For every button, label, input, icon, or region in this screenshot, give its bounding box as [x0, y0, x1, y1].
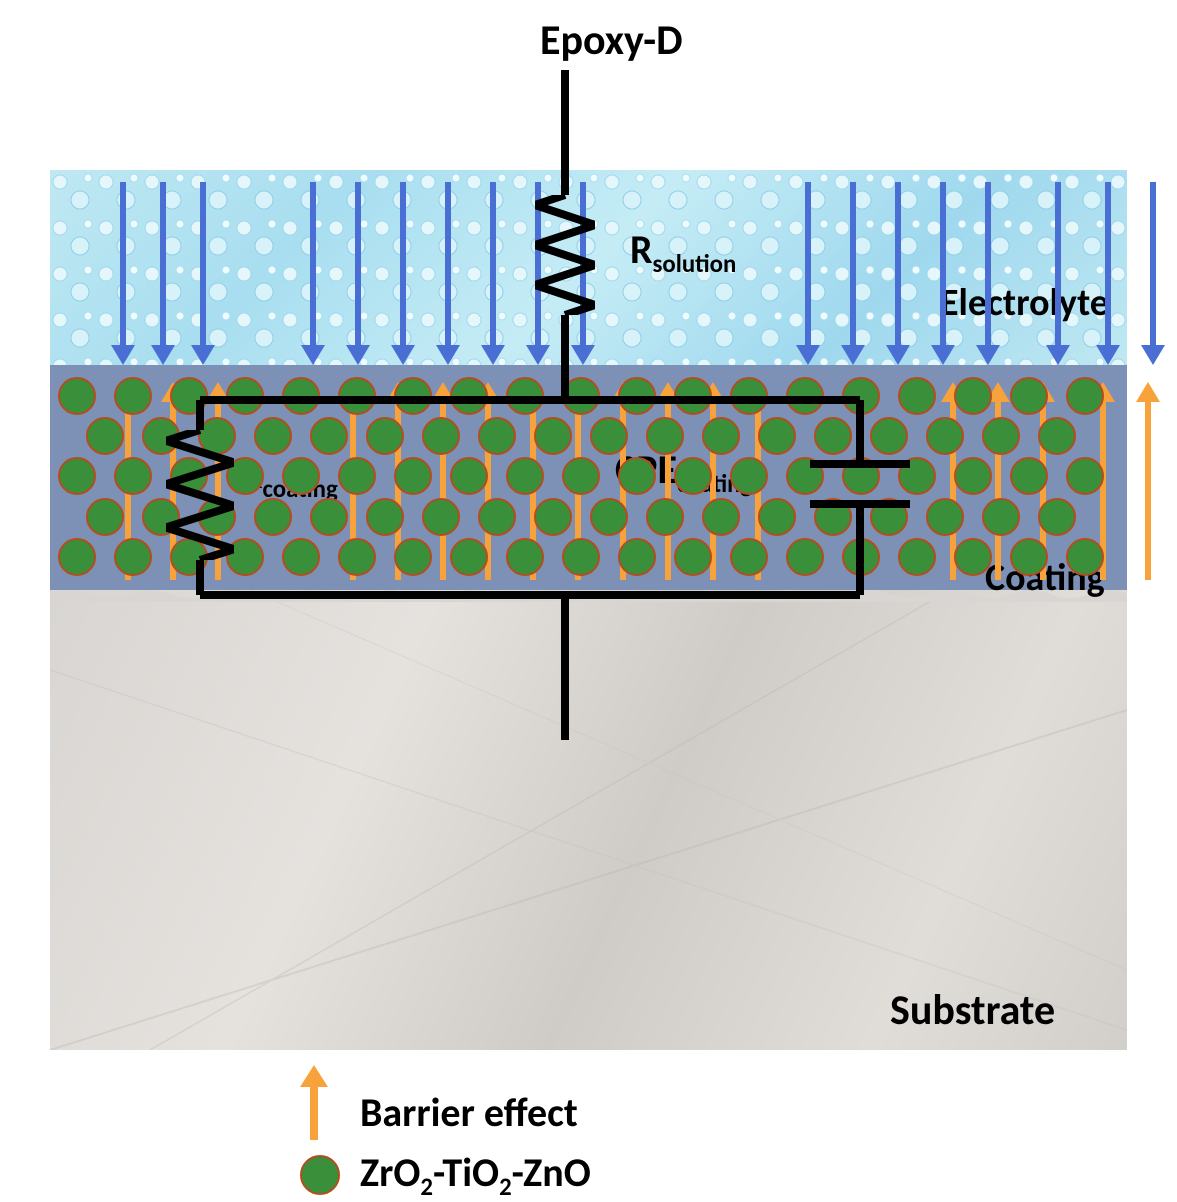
- diagram-root: { "type": "infographic-circuit-diagram",…: [0, 0, 1177, 1200]
- legend-barrier-arrow: [310, 1085, 318, 1140]
- coating-particle: [982, 498, 1020, 536]
- coating-particle: [478, 498, 516, 536]
- coating-particle: [282, 538, 320, 576]
- coating-particle: [422, 417, 460, 455]
- circuit-wire: [196, 560, 204, 595]
- coating-particle: [338, 538, 376, 576]
- electrolyte-arrow: [1150, 182, 1156, 347]
- electrolyte-arrow: [445, 182, 451, 347]
- coating-particle: [478, 417, 516, 455]
- circuit-wire: [561, 70, 569, 195]
- legend-barrier-text: Barrier effect: [360, 1088, 578, 1137]
- coating-particle: [422, 498, 460, 536]
- coating-particle: [674, 538, 712, 576]
- resistor-solution: [535, 195, 595, 315]
- coating-particle: [954, 377, 992, 415]
- circuit-wire: [856, 400, 864, 460]
- circuit-wire: [561, 595, 569, 740]
- electrolyte-arrow: [805, 182, 811, 347]
- coating-particle: [898, 377, 936, 415]
- barrier-arrow: [1145, 400, 1151, 580]
- coating-particle: [254, 417, 292, 455]
- electrolyte-arrow: [160, 182, 166, 347]
- coating-particle: [982, 417, 1020, 455]
- electrolyte-arrow: [400, 182, 406, 347]
- label-substrate: Substrate: [890, 985, 1055, 1036]
- coating-particle: [86, 417, 124, 455]
- coating-particle: [590, 498, 628, 536]
- circuit-wire: [196, 400, 204, 430]
- legend-particle-text: ZrO2-TiO2-ZnO: [360, 1148, 591, 1202]
- coating-particle: [450, 538, 488, 576]
- electrolyte-arrow: [940, 182, 946, 347]
- circuit-wire: [200, 591, 860, 599]
- coating-particle: [534, 417, 572, 455]
- legend-particle-dot: [300, 1155, 340, 1195]
- electrolyte-arrow: [310, 182, 316, 347]
- electrolyte-arrow: [355, 182, 361, 347]
- circuit-wire: [200, 396, 860, 404]
- label-r-solution: Rsolution: [630, 225, 736, 279]
- coating-particle: [506, 538, 544, 576]
- electrolyte-arrow: [490, 182, 496, 347]
- coating-particle: [534, 498, 572, 536]
- coating-particle: [926, 417, 964, 455]
- coating-particle: [954, 538, 992, 576]
- circuit-wire: [856, 500, 864, 595]
- coating-particle: [562, 538, 600, 576]
- substrate-layer: [50, 590, 1127, 1050]
- coating-particle: [702, 498, 740, 536]
- coating-particle: [310, 417, 348, 455]
- electrolyte-arrow: [985, 182, 991, 347]
- coating-particle: [646, 417, 684, 455]
- coating-particle: [1010, 538, 1048, 576]
- coating-particle: [814, 417, 852, 455]
- diagram-title: Epoxy-D: [540, 15, 683, 66]
- coating-particle: [1066, 538, 1104, 576]
- resistor-coating: [166, 430, 234, 560]
- coating-particle: [366, 498, 404, 536]
- electrolyte-arrow: [895, 182, 901, 347]
- electrolyte-arrow: [1105, 182, 1111, 347]
- coating-particle: [590, 417, 628, 455]
- coating-particle: [86, 498, 124, 536]
- coating-particle: [1066, 377, 1104, 415]
- coating-particle: [366, 417, 404, 455]
- substrate-texture: [50, 590, 1127, 1050]
- coating-particle: [646, 498, 684, 536]
- label-electrolyte: Electrolyte: [940, 280, 1109, 326]
- electrolyte-arrow: [1055, 182, 1061, 347]
- coating-particle: [58, 538, 96, 576]
- coating-particle: [114, 377, 152, 415]
- coating-particle: [870, 417, 908, 455]
- coating-particle: [1010, 377, 1048, 415]
- coating-particle: [758, 498, 796, 536]
- electrolyte-arrow: [120, 182, 126, 347]
- coating-particle: [58, 377, 96, 415]
- coating-particle: [618, 538, 656, 576]
- coating-particle: [730, 538, 768, 576]
- electrolyte-arrow: [850, 182, 856, 347]
- coating-particle: [926, 498, 964, 536]
- coating-particle: [702, 417, 740, 455]
- coating-particle: [786, 538, 824, 576]
- coating-particle: [1038, 498, 1076, 536]
- circuit-wire: [561, 315, 569, 400]
- coating-particle: [1038, 417, 1076, 455]
- cpe-plate-top: [810, 460, 910, 468]
- coating-particle: [254, 498, 292, 536]
- coating-particle: [310, 498, 348, 536]
- coating-particle: [758, 417, 796, 455]
- coating-particle: [394, 538, 432, 576]
- coating-particle: [114, 538, 152, 576]
- coating-particle: [898, 538, 936, 576]
- electrolyte-arrow: [200, 182, 206, 347]
